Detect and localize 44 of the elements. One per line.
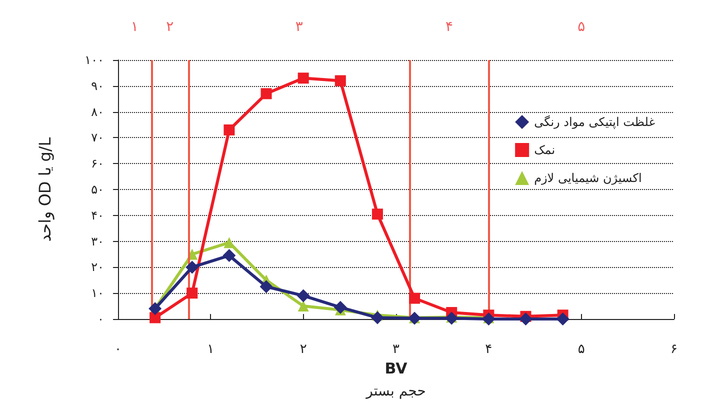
y-tick-label: ۵۰: [91, 182, 104, 196]
legend-label: نمک: [534, 143, 556, 157]
point: [186, 288, 198, 299]
y-axis-title: واحد OD یا g/L: [36, 137, 54, 242]
point: [370, 311, 384, 324]
text: ۱: [130, 19, 138, 35]
text: ۲: [166, 19, 174, 35]
x-tick-label: ۰: [114, 342, 122, 357]
y-tick-label: ۸۰: [91, 104, 104, 119]
text: ۳: [295, 19, 304, 35]
legend-label: غلظت اپتیکی مواد رنگی: [534, 115, 656, 129]
y-tick-label: ۳۰: [91, 234, 104, 248]
y-tick-label: ۷۰: [91, 130, 104, 145]
point: [409, 292, 420, 304]
point: [260, 88, 272, 100]
point: [298, 300, 309, 312]
legend-label: اکسیژن شیمیایی لازم: [534, 171, 642, 185]
point: [334, 75, 346, 86]
y-tick-label: ۹۰: [91, 78, 104, 93]
point: [556, 312, 570, 326]
text: ۴: [446, 19, 454, 35]
y-tick-label: ۰: [98, 312, 104, 326]
point: [150, 312, 161, 324]
point: [186, 260, 199, 274]
point: [519, 312, 532, 326]
x-tick-label: ۲: [300, 342, 307, 357]
y-tick-label: ۱۰۰: [84, 53, 104, 67]
y-tick-label: ۶۰: [91, 156, 104, 171]
y-tick-label: ۴۰: [91, 208, 104, 222]
point: [334, 300, 347, 314]
point: [298, 72, 309, 84]
y-tick-label: ۲۰: [91, 260, 104, 274]
point: [260, 280, 273, 294]
point: [224, 124, 235, 136]
x-tick-label: ۳: [392, 342, 400, 357]
x-tick-label: ۱: [207, 342, 214, 357]
text: ۵: [578, 19, 586, 35]
x-tick-label: ۶: [670, 342, 678, 357]
point: [222, 249, 236, 262]
y-tick-label: ۱۰: [91, 286, 104, 300]
x-tick-label: ۴: [485, 342, 492, 357]
point: [372, 208, 383, 220]
point: [296, 289, 310, 302]
x-tick-label: ۵: [578, 342, 585, 357]
